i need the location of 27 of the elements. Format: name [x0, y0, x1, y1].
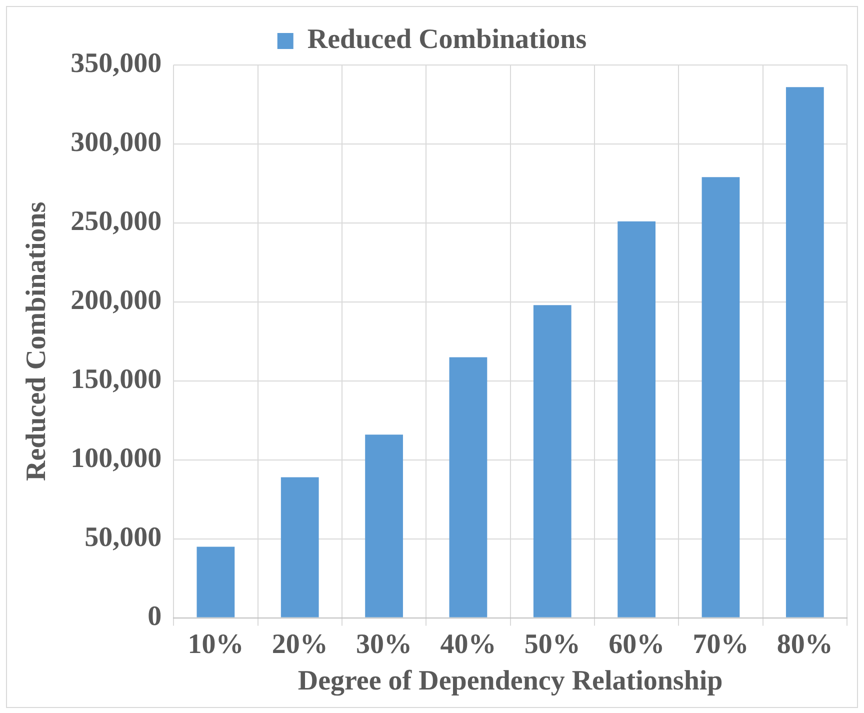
y-tick-label: 300,000 — [70, 127, 162, 158]
bar — [533, 305, 572, 618]
y-axis-title: Reduced Combinations — [21, 202, 52, 482]
legend-label: Reduced Combinations — [307, 24, 587, 56]
y-tick-label: 150,000 — [70, 364, 162, 396]
x-tick-label: 40% — [440, 628, 496, 660]
x-tick-label: 80% — [776, 628, 833, 660]
bar — [365, 434, 403, 618]
bar — [196, 546, 235, 618]
bar — [280, 477, 319, 618]
y-tick-label: 200,000 — [70, 285, 162, 316]
bar — [786, 87, 824, 618]
y-tick-label: 50,000 — [84, 522, 162, 554]
x-tick-label: 10% — [188, 628, 244, 660]
bar — [618, 221, 656, 618]
x-tick-label: 20% — [272, 628, 328, 660]
y-tick-label: 0 — [148, 601, 162, 632]
x-tick-label: 30% — [356, 628, 412, 660]
y-tick-label: 350,000 — [70, 48, 162, 80]
y-tick-label: 250,000 — [70, 206, 162, 238]
x-tick-label: 70% — [692, 628, 749, 660]
y-tick-label: 100,000 — [70, 443, 162, 474]
bar — [449, 357, 488, 618]
x-tick-label: 50% — [524, 628, 580, 660]
x-tick-label: 60% — [608, 628, 665, 660]
bar — [702, 177, 740, 618]
x-axis-title: Degree of Dependency Relationship — [298, 665, 723, 696]
